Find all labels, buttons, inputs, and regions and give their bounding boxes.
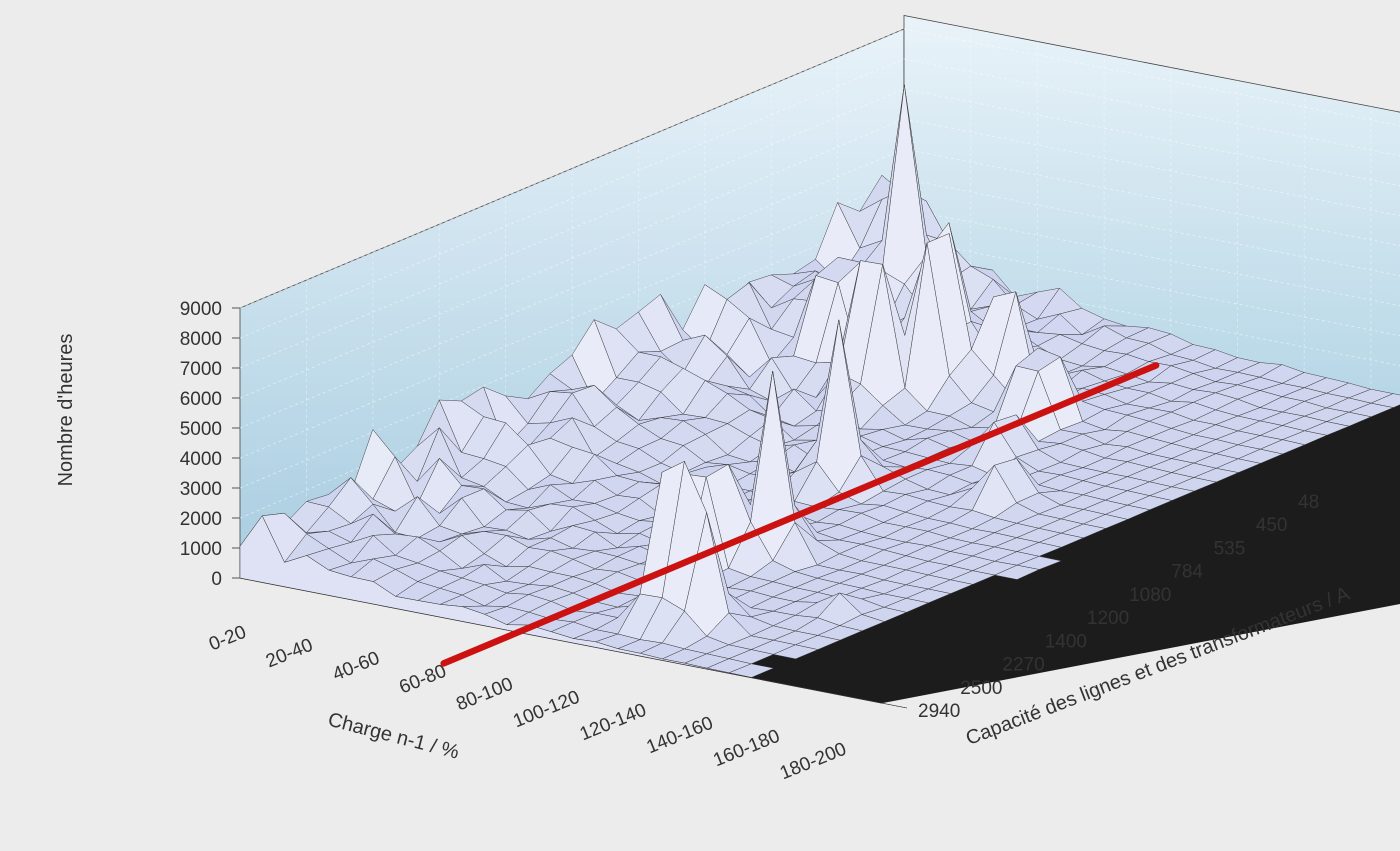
x-tick-label: 180-200 (777, 739, 850, 785)
x-tick-label: 160-180 (710, 726, 783, 772)
threshold-line-80-percent (440, 362, 1160, 667)
z-tick-label: 5000 (180, 419, 222, 440)
x-tick-label: 120-140 (577, 700, 650, 746)
x-tick-label: 20-40 (263, 635, 316, 673)
threshold-line (440, 362, 1160, 667)
y-tick-label: 48 (1298, 492, 1319, 513)
z-tick-label: 1000 (180, 539, 222, 560)
z-tick-label: 4000 (180, 449, 222, 470)
surface-mesh (239, 84, 1400, 709)
gridline-z (239, 28, 1400, 309)
z-tick-label: 0 (211, 569, 222, 590)
y-tick-label: 2940 (918, 701, 960, 722)
y-tick-label: 1200 (1087, 608, 1129, 629)
surface-cell (773, 644, 819, 660)
z-axis-ticks: 0 1000 2000 3000 4000 5000 6000 7000 8000 9000 (180, 299, 240, 590)
x-tick-label: 140-160 (644, 713, 717, 759)
y-tick-label: 2500 (960, 678, 1002, 699)
x-axis-title: Charge n-1 / % (326, 709, 462, 764)
z-tick-label: 6000 (180, 389, 222, 410)
z-tick-label: 9000 (180, 299, 222, 320)
x-tick-label: 100-120 (510, 687, 583, 733)
surface-front-skirt (239, 515, 908, 709)
z-tick-label: 7000 (180, 359, 222, 380)
z-tick-label: 8000 (180, 329, 222, 350)
y-tick-label: 1080 (1129, 585, 1171, 606)
x-tick-label: 80-100 (453, 674, 516, 716)
x-tick-label: 0-20 (206, 622, 249, 656)
y-tick-label: 2270 (1002, 655, 1044, 676)
x-tick-label: 60-80 (396, 661, 449, 699)
y-tick-label: 1400 (1045, 631, 1087, 652)
surface-cell (994, 564, 1040, 580)
x-tick-label: 40-60 (330, 648, 383, 686)
z-axis-title: Nombre d'heures (55, 334, 77, 487)
y-tick-label: 535 (1214, 538, 1246, 559)
z-tick-label: 2000 (180, 509, 222, 530)
z-tick-label: 3000 (180, 479, 222, 500)
y-tick-label: 450 (1256, 515, 1288, 536)
y-tick-label: 784 (1171, 562, 1203, 583)
gridline-z (239, 58, 1400, 339)
